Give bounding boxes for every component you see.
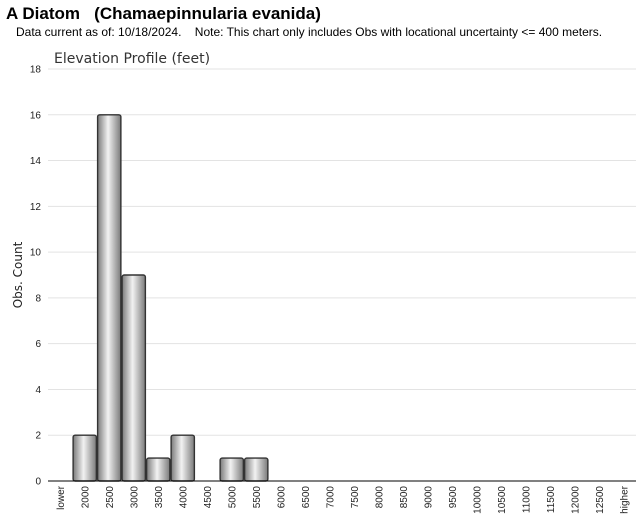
bar-5000 bbox=[219, 457, 245, 482]
bar-3500 bbox=[145, 457, 171, 482]
x-tick-label: 10000 bbox=[472, 486, 483, 514]
x-tick-label: 12000 bbox=[570, 486, 581, 514]
x-tick-label: 4500 bbox=[203, 486, 214, 509]
bar-5500 bbox=[243, 457, 269, 482]
x-tick-label: 8500 bbox=[399, 486, 410, 509]
chart-title: Elevation Profile (feet) bbox=[54, 51, 210, 67]
y-ticks: 0 2 4 6 8 10 12 14 16 18 bbox=[30, 65, 42, 488]
x-tick-label: 7000 bbox=[325, 486, 336, 509]
x-tick-label: higher bbox=[619, 485, 630, 513]
bar-2500 bbox=[96, 114, 122, 482]
y-axis-label: Obs. Count bbox=[11, 241, 25, 308]
x-tick-label: 9500 bbox=[448, 486, 459, 509]
x-tick-label: 4000 bbox=[178, 486, 189, 509]
x-tick-label: 2000 bbox=[80, 486, 91, 509]
x-tick-label: 9000 bbox=[423, 486, 434, 509]
bar-4000 bbox=[170, 434, 196, 482]
data-note: Data current as of: 10/18/2024. Note: Th… bbox=[16, 25, 603, 39]
y-tick-label: 6 bbox=[35, 339, 41, 350]
x-tick-label: 8000 bbox=[374, 486, 385, 509]
bar-3000 bbox=[121, 274, 147, 482]
bar-2000 bbox=[72, 434, 98, 482]
y-tick-label: 4 bbox=[35, 385, 41, 396]
page-title: A Diatom (Chamaepinnularia evanida) bbox=[6, 4, 321, 23]
y-tick-label: 16 bbox=[30, 110, 42, 121]
x-tick-label: 12500 bbox=[595, 486, 606, 514]
y-tick-label: 0 bbox=[35, 477, 41, 488]
bars bbox=[72, 114, 269, 482]
x-tick-label: 11500 bbox=[546, 486, 557, 514]
y-tick-label: 18 bbox=[30, 65, 42, 76]
x-tick-label: 7500 bbox=[350, 486, 361, 509]
x-tick-label: 5000 bbox=[227, 486, 238, 509]
x-tick-label: 3000 bbox=[129, 486, 140, 509]
y-tick-label: 2 bbox=[35, 431, 41, 442]
x-tick-label: lower bbox=[56, 485, 67, 510]
y-tick-label: 8 bbox=[35, 293, 41, 304]
x-tick-label: 11000 bbox=[521, 486, 532, 514]
x-tick-label: 5500 bbox=[252, 486, 263, 509]
x-tick-label: 6500 bbox=[301, 486, 312, 509]
x-tick-label: 10500 bbox=[497, 486, 508, 514]
x-tick-label: 2500 bbox=[105, 486, 116, 509]
y-tick-label: 12 bbox=[30, 202, 42, 213]
y-tick-label: 14 bbox=[30, 156, 42, 167]
x-tick-label: 3500 bbox=[154, 486, 165, 509]
x-tick-label: 6000 bbox=[276, 486, 287, 509]
y-tick-label: 10 bbox=[30, 248, 42, 259]
x-ticks: lower 2000 2500 3000 3500 4000 4500 5000 5500 600… bbox=[56, 485, 631, 513]
